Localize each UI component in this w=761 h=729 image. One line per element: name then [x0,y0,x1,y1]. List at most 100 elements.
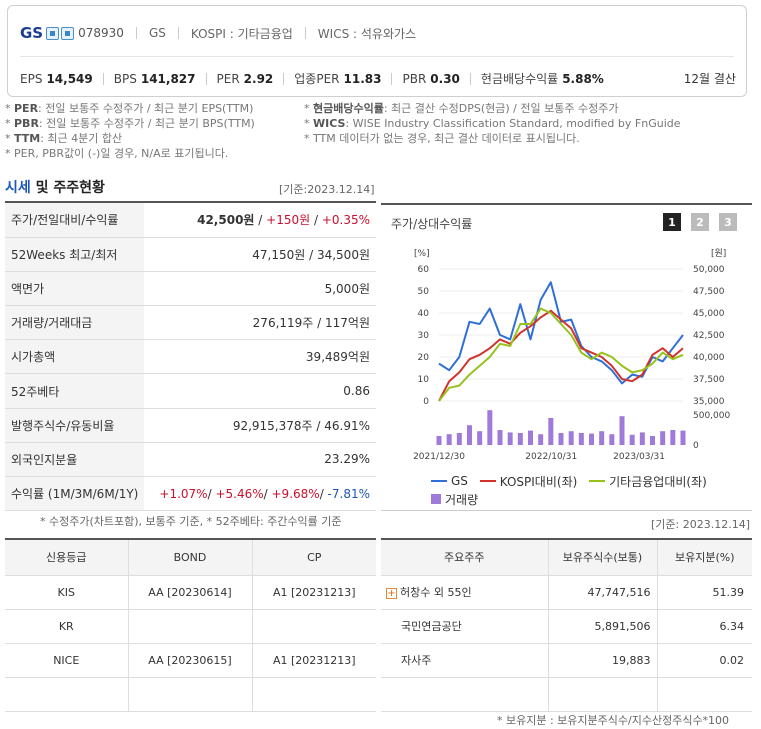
header-divider [20,56,734,57]
shareholders-table: 주요주주 보유주식수(보통) 보유지분(%) + 허창수 외 55인 47,747… [381,540,752,712]
divider [391,72,393,85]
row-value: 92,915,378주 / 46.91% [144,408,376,443]
divider [304,27,306,39]
note-line: * TTM 데이터가 없는 경우, 최근 결산 데이터로 표시됩니다. [304,132,580,145]
gs-series-line [438,281,684,385]
divider [283,72,285,85]
table-row: 외국인지분율 23.29% [5,442,376,478]
metric-pbr: PBR 0.30 [402,71,460,86]
note-line: * WICS: WISE Industry Classification Sta… [304,117,681,130]
period-button-3[interactable]: 3 [719,213,737,231]
volume-bar [650,436,655,445]
holder-shares: 5,891,506 [547,609,657,644]
holders-reference-date: [기준: 2023.12.14] [651,518,751,531]
y-right-tick-label: 47,500 [693,287,725,297]
holder-shares: 19,883 [547,643,657,678]
x-tick-label: 2022/10/31 [525,452,577,462]
stock-code: 078930 [78,26,124,40]
table-row: 수익률 (1M/3M/6M/1Y) +1.07%/ +5.46%/ +9.68%… [5,476,376,512]
metric-sector-per: 업종PER 11.83 [294,71,382,87]
cp-rating [251,609,376,644]
metrics-row: EPS 14,549 BPS 141,827 PER 2.92 업종PER 11.83 … [20,70,736,87]
chart-svg: [%] [원] 60 50 40 30 20 10 0 50,000 47,500 45,000 4… [413,248,730,462]
table-row: 52주베타 0.86 [5,373,376,409]
volume-bar [629,434,635,445]
company-title-row: GS 078930 GS KOSPI : 기타금융업 WICS : 석유와가스 [20,24,416,42]
column-header: BOND [127,540,252,576]
kospi-sector: KOSPI : 기타금융업 [190,26,293,41]
period-button-2[interactable]: 2 [691,213,709,231]
legend-sector[interactable]: 기타금융업대비(좌) [589,473,707,490]
holder-name[interactable]: + 허창수 외 55인 [381,575,548,610]
bond-rating: AA [20230614] [127,575,252,610]
legend-gs[interactable]: GS [431,474,468,488]
y-right-tick-label: 35,000 [693,397,725,407]
row-value: 5,000원 [144,271,376,307]
legend-kospi[interactable]: KOSPI대비(좌) [479,473,577,490]
volume-bar [456,433,462,445]
holders-table-top-border [381,538,752,540]
right-axis-unit: [원] [711,248,726,259]
row-label: 52주베타 [5,373,145,409]
table-row: 국민연금공단 5,891,506 6.34 [381,609,752,644]
cp-rating: A1 [20231213] [251,575,376,610]
table-row [381,677,752,712]
y-right-tick-label: 37,500 [693,375,725,385]
volume-bar [558,433,564,445]
fiscal-year-end: 12월 결산 [683,72,736,86]
holder-pct: 0.02 [656,643,752,678]
y-left-tick-label: 20 [418,353,430,363]
column-header: 주요주주 [381,540,548,576]
price-value: 42,500원 / +150원 / +0.35% [144,203,376,238]
y-left-tick-label: 0 [423,397,429,407]
table-row: 발행주식수/유동비율 92,915,378주 / 46.91% [5,408,376,443]
cp-rating: A1 [20231213] [251,643,376,678]
volume-bar [477,431,483,445]
table-header-row: 신용등급 BOND CP [5,540,376,576]
y-left-tick-label: 30 [418,331,430,341]
row-value: 39,489억원 [144,339,376,375]
y-left-tick-label: 10 [418,375,430,385]
volume-tick-label: 0 [693,441,699,451]
legend-volume[interactable]: 거래량 [431,491,478,508]
column-header: 보유주식수(보통) [547,540,657,576]
table-header-row: 주요주주 보유주식수(보통) 보유지분(%) [381,540,752,576]
table-row: 52Weeks 최고/최저 47,150원 / 34,500원 [5,237,376,272]
volume-bar [589,433,594,445]
rating-agency: NICE [5,643,128,678]
volume-bar [568,431,574,445]
holder-pct: 6.34 [656,609,752,644]
row-label: 52Weeks 최고/최저 [5,237,145,272]
volume-bar [446,434,452,445]
y-left-tick-label: 60 [418,265,430,275]
home-icon[interactable] [46,26,60,40]
market-name: GS [148,26,166,40]
holder-name: 자사주 [381,643,548,678]
y-right-tick-label: 45,000 [693,309,725,319]
table-top-border [5,201,376,203]
table-row [5,677,376,712]
note-line: * PER, PBR값이 (-)일 경우, N/A로 표기됩니다. [5,147,229,160]
period-button-1[interactable]: 1 [663,213,681,231]
x-tick-label: 2023/03/31 [613,452,665,462]
table-row: KIS AA [20230614] A1 [20231213] [5,575,376,610]
row-label: 외국인지분율 [5,442,145,478]
row-label: 시가총액 [5,339,145,375]
row-value: 23.29% [144,442,376,478]
table-row: NICE AA [20230615] A1 [20231213] [5,643,376,678]
volume-bar [639,432,645,445]
volume-bar [497,430,503,445]
ir-icon[interactable] [61,26,75,40]
row-value: 47,150원 / 34,500원 [144,237,376,272]
volume-tick-label: 500,000 [693,411,730,421]
notes-left: * PER: 전일 보통주 수정주가 / 최근 분기 EPS(TTM) * PB… [5,101,255,161]
expand-icon[interactable]: + [386,587,397,599]
column-header: 신용등급 [5,540,128,576]
row-label: 거래량/거래대금 [5,305,145,341]
volume-bar [609,434,615,445]
y-right-tick-label: 50,000 [693,265,725,275]
volume-bar [599,431,605,445]
volume-bar [538,434,544,445]
bond-rating: AA [20230615] [127,643,252,678]
info-note: * 수정주가(차트포함), 보통주 기준, * 52주베타: 주간수익률 기준 [40,515,342,528]
